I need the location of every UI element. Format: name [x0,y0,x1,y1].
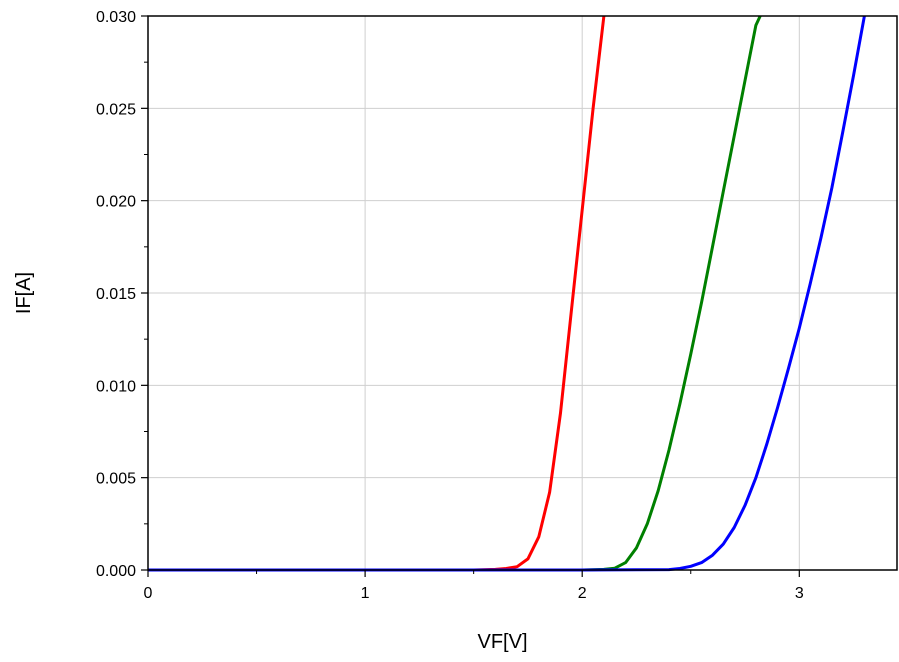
y-tick-label: 0.015 [96,286,136,303]
y-tick-label: 0.025 [96,101,136,118]
grid [148,16,897,570]
x-tick-label: 1 [361,585,370,602]
x-tick-label: 2 [578,585,587,602]
x-axis-title: VF[V] [477,631,527,653]
y-tick-label: 0.005 [96,471,136,488]
y-tick-label: 0.010 [96,378,136,395]
x-tick-label: 0 [144,585,153,602]
y-tick-label: 0.030 [96,9,136,26]
x-tick-label: 3 [795,585,804,602]
y-axis-title: IF[A] [13,272,35,314]
ticks: 0 1 2 3 0.000 0.005 0.010 0.015 0.020 0.025 0.030 [96,9,804,602]
y-tick-label: 0.000 [96,563,136,580]
y-tick-label: 0.020 [96,194,136,211]
